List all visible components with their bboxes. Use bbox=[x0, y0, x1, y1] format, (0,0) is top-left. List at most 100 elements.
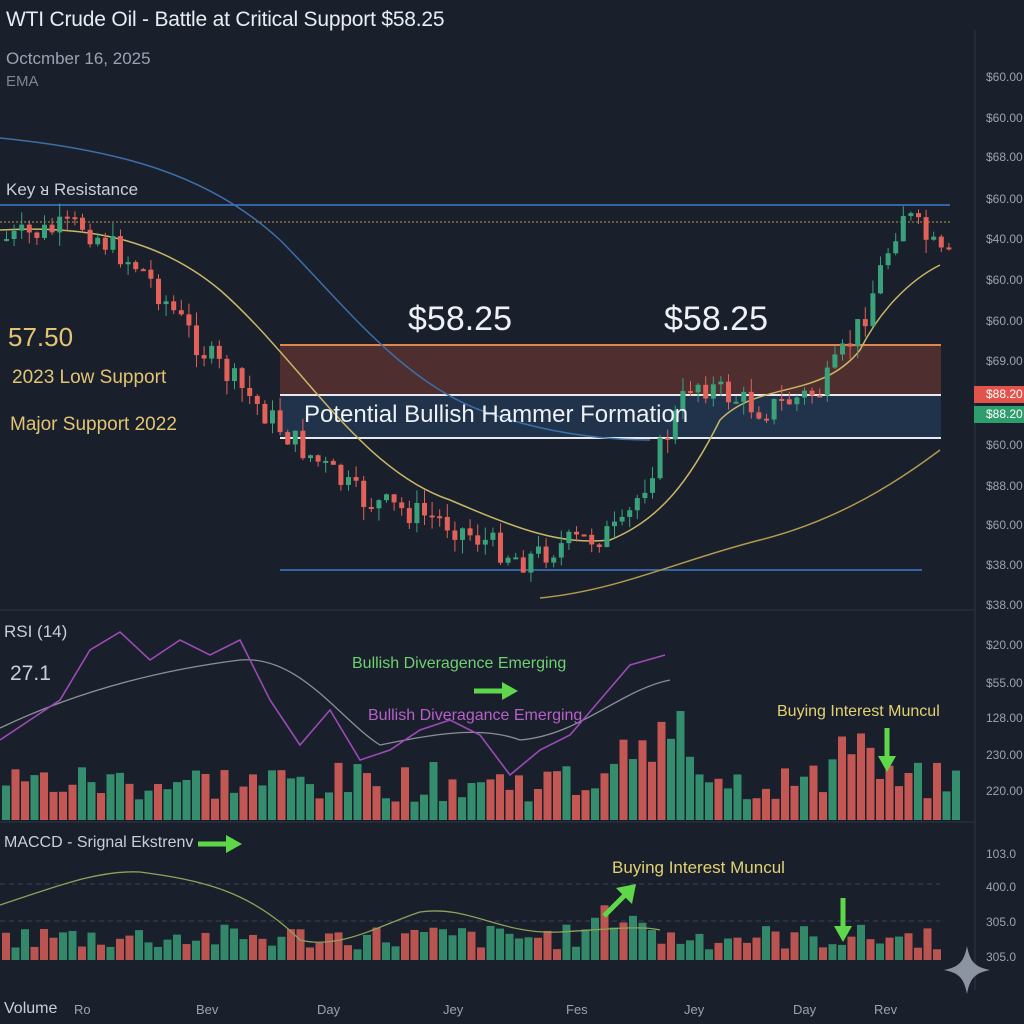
price-axis-label: $60.00 bbox=[986, 111, 1023, 125]
candles bbox=[4, 203, 952, 582]
volume-bar bbox=[771, 798, 780, 820]
macd-bar bbox=[410, 929, 419, 960]
macd-bar bbox=[182, 944, 191, 960]
candle-body bbox=[148, 269, 154, 279]
volume-bar bbox=[106, 774, 115, 820]
x-axis-label: Fes bbox=[566, 1002, 588, 1017]
candle-body bbox=[893, 241, 899, 254]
price-axis-label: $38.00 bbox=[986, 558, 1023, 572]
macd-bar bbox=[648, 930, 656, 960]
candle-body bbox=[748, 391, 754, 413]
candle-body bbox=[452, 530, 458, 540]
volume-bar bbox=[182, 780, 191, 820]
macd-bar bbox=[353, 949, 362, 960]
candle-body bbox=[498, 532, 503, 563]
macd-bar bbox=[401, 933, 409, 960]
candle-body bbox=[361, 480, 367, 507]
volume-bar bbox=[904, 772, 913, 820]
low-2023-label: 2023 Low Support bbox=[12, 367, 167, 388]
candle-body bbox=[680, 391, 686, 411]
candle-body bbox=[216, 345, 222, 359]
candle-body bbox=[171, 301, 177, 311]
macd-bar bbox=[173, 934, 181, 960]
macd-bar bbox=[515, 938, 523, 960]
candle-body bbox=[399, 502, 405, 509]
macd-bar bbox=[752, 937, 761, 960]
macd-bar bbox=[895, 936, 903, 960]
macd-bar bbox=[505, 933, 514, 960]
volume-bar bbox=[885, 765, 894, 820]
volume-bar bbox=[543, 771, 552, 820]
candle-body bbox=[300, 430, 306, 459]
volume-bar bbox=[695, 774, 704, 820]
candle-body bbox=[156, 278, 161, 305]
macd-bar bbox=[657, 943, 666, 960]
candle-body bbox=[870, 293, 876, 327]
macd-bar bbox=[581, 929, 590, 960]
candle-body bbox=[125, 262, 131, 265]
volume-title: Volume bbox=[4, 1000, 58, 1017]
candle-body bbox=[232, 368, 237, 382]
candle-body bbox=[589, 534, 595, 545]
volume-bar bbox=[410, 801, 419, 820]
volume-bar bbox=[486, 779, 495, 820]
candle-body bbox=[771, 398, 777, 420]
volume-bar bbox=[230, 792, 238, 820]
macd-bar bbox=[334, 932, 343, 960]
macd-bar bbox=[144, 942, 153, 960]
right-arrow-icon bbox=[474, 682, 518, 700]
candle-body bbox=[209, 345, 215, 359]
macd-bar bbox=[420, 932, 428, 960]
candle-body bbox=[178, 310, 184, 315]
volume-bar bbox=[30, 775, 39, 820]
macd-bar bbox=[230, 928, 238, 960]
rsi-axis-label: 220.00 bbox=[986, 784, 1023, 798]
volume-bar bbox=[268, 770, 276, 820]
macd-bar bbox=[562, 924, 571, 960]
volume-bar bbox=[619, 739, 628, 820]
candle-body bbox=[794, 397, 800, 405]
macd-bar bbox=[771, 931, 780, 960]
macd-bar bbox=[372, 927, 381, 960]
candle-body bbox=[543, 546, 549, 563]
volume-bar bbox=[914, 762, 922, 820]
macd-bar bbox=[49, 937, 58, 960]
candle-body bbox=[163, 301, 169, 305]
candle-body bbox=[505, 557, 511, 563]
macd-bar bbox=[87, 932, 96, 960]
volume-bar bbox=[68, 784, 77, 820]
macd-bar bbox=[306, 947, 314, 960]
candle-body bbox=[878, 265, 883, 294]
macd-bar bbox=[258, 938, 267, 960]
macd-bar bbox=[876, 943, 884, 960]
volume-bar bbox=[610, 763, 618, 820]
x-axis-label: Jey bbox=[684, 1002, 705, 1017]
volume-bar bbox=[714, 778, 723, 820]
candle-body bbox=[308, 455, 313, 459]
macd-bar bbox=[790, 932, 799, 960]
volume-bar bbox=[448, 779, 457, 820]
volume-bar bbox=[163, 789, 172, 820]
ema-label: EMA bbox=[6, 73, 39, 90]
volume-bar bbox=[287, 778, 295, 820]
macd-bar bbox=[714, 942, 723, 960]
macd-bar bbox=[866, 939, 875, 960]
volume-bar bbox=[866, 747, 875, 820]
candle-body bbox=[764, 418, 769, 421]
macd-bar bbox=[325, 933, 333, 960]
macd-bar bbox=[68, 930, 77, 960]
macd-bar bbox=[448, 935, 457, 960]
candle-body bbox=[292, 430, 298, 445]
candle-body bbox=[558, 543, 564, 558]
candle-body bbox=[938, 236, 944, 248]
candle-body bbox=[596, 544, 602, 548]
volume-bar bbox=[591, 788, 599, 820]
macd-bar bbox=[695, 933, 704, 960]
volume-bar bbox=[562, 766, 571, 820]
volume-bar bbox=[828, 759, 837, 820]
candle-body bbox=[520, 557, 526, 573]
volume-bar bbox=[895, 786, 903, 820]
macd-bar bbox=[733, 937, 742, 960]
volume-bar bbox=[211, 798, 219, 820]
